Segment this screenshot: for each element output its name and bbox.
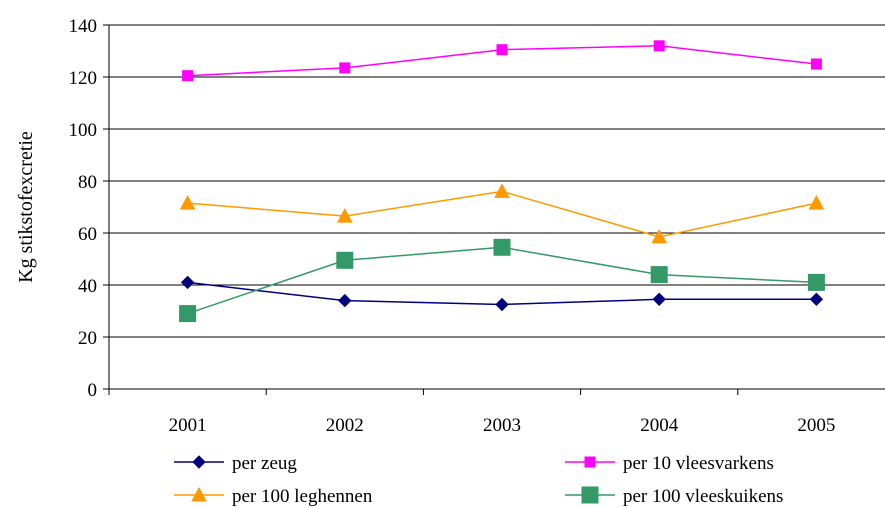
data-point: [650, 266, 668, 284]
legend-item: per zeug: [174, 453, 297, 474]
data-point: [179, 305, 197, 323]
data-point: [809, 292, 824, 307]
data-point: [651, 228, 668, 244]
data-point: [807, 273, 825, 291]
legend-marker: [581, 486, 599, 504]
x-axis-ticks: 2001 2002 2003 2004 2005: [108, 389, 835, 436]
data-point: [180, 275, 195, 290]
legend-label: per 100 leghennen: [232, 486, 373, 507]
series-group: [179, 238, 825, 323]
x-tick-label: 2001: [169, 415, 207, 436]
data-point: [652, 292, 666, 307]
y-axis-title: Kg stikstofexcretie: [15, 131, 37, 283]
legend: per zeug per 10 vleesvarkens per 100 leghe…: [174, 453, 783, 507]
y-tick-label: 60: [78, 224, 97, 245]
series-line: [187, 190, 817, 238]
data-point: [808, 195, 825, 210]
axes: [108, 25, 885, 390]
data-point: [495, 297, 509, 312]
data-point: [179, 195, 196, 210]
data-point: [338, 293, 352, 308]
data-point: [494, 183, 510, 198]
y-tick-label: 80: [78, 172, 97, 193]
y-tick-label: 40: [78, 276, 97, 297]
data-point: [339, 62, 351, 74]
series-group: [182, 40, 822, 82]
legend-item: per 10 vleesvarkens: [565, 453, 774, 474]
legend-label: per zeug: [232, 453, 297, 474]
data-point: [496, 44, 508, 56]
legend-item: per 100 vleeskuikens: [565, 486, 783, 507]
legend-marker: [191, 486, 207, 502]
y-tick-label: 100: [69, 120, 98, 141]
data-point: [810, 58, 822, 70]
x-tick-label: 2002: [326, 415, 364, 436]
data-point: [182, 70, 194, 82]
series-group: [180, 275, 824, 312]
legend-marker: [192, 455, 206, 469]
legend-item: per 100 leghennen: [174, 486, 373, 507]
data-point: [653, 40, 665, 52]
data-point: [336, 251, 354, 269]
y-axis-ticks: 0 20 40 60 80 100 120 140: [69, 16, 109, 401]
y-tick-label: 120: [69, 68, 98, 89]
legend-marker: [584, 456, 596, 468]
x-tick-label: 2005: [797, 415, 835, 436]
legend-label: per 10 vleesvarkens: [623, 453, 774, 474]
y-tick-label: 140: [69, 16, 98, 37]
data-point: [493, 238, 511, 256]
y-tick-label: 0: [88, 380, 98, 401]
grid-lines: [109, 24, 885, 338]
legend-label: per 100 vleeskuikens: [623, 486, 783, 507]
data-point: [336, 208, 353, 223]
x-tick-label: 2004: [640, 415, 679, 436]
y-tick-label: 20: [78, 328, 97, 349]
x-tick-label: 2003: [483, 415, 521, 436]
series-group: [179, 183, 825, 244]
series-layer: [179, 40, 825, 323]
